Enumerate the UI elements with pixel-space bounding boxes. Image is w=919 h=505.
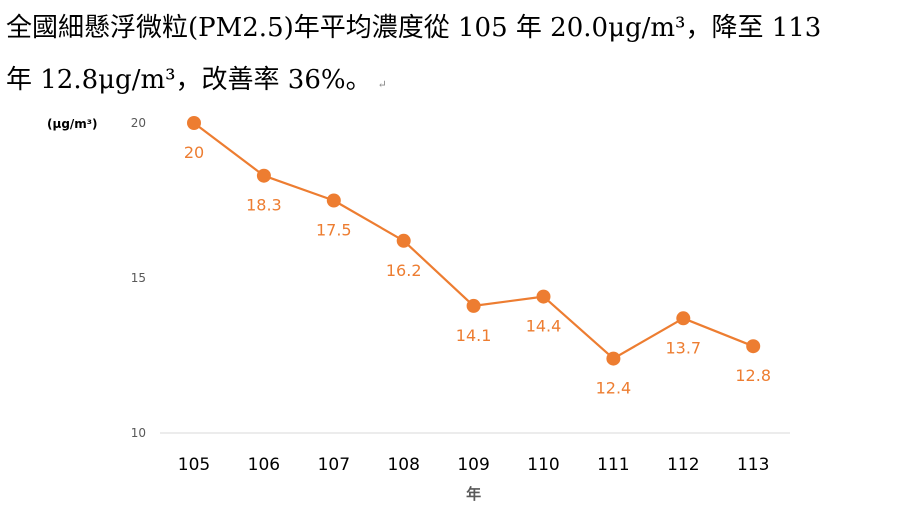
data-label: 12.8 xyxy=(735,366,771,385)
x-axis-title: 年 xyxy=(466,485,481,503)
caption-line-2: 年 12.8μg/m³，改善率 36%。 ↵ xyxy=(6,54,916,111)
data-label: 16.2 xyxy=(386,261,422,280)
data-label: 20 xyxy=(184,143,204,162)
data-point xyxy=(187,116,201,130)
data-point xyxy=(466,298,481,313)
y-unit-label: (μg/m³) xyxy=(47,117,98,131)
caption-line-1: 全國細懸浮微粒(PM2.5)年平均濃度從 105 年 20.0μg/m³，降至 … xyxy=(6,13,822,43)
data-point xyxy=(676,311,691,326)
y-tick-label: 15 xyxy=(131,271,146,285)
x-tick-label: 106 xyxy=(248,455,280,475)
data-point xyxy=(746,339,761,354)
data-label: 14.1 xyxy=(456,326,492,345)
x-tick-label: 111 xyxy=(597,455,629,475)
data-label: 12.4 xyxy=(596,379,632,398)
data-point xyxy=(326,193,341,208)
paragraph-return-icon: ↵ xyxy=(377,78,387,91)
data-point xyxy=(606,351,621,366)
data-label: 17.5 xyxy=(316,221,352,240)
x-tick-label: 107 xyxy=(318,455,350,475)
data-label: 13.7 xyxy=(665,338,701,357)
data-label: 14.4 xyxy=(526,317,562,336)
y-tick-label: 10 xyxy=(131,426,146,440)
caption: 全國細懸浮微粒(PM2.5)年平均濃度從 105 年 20.0μg/m³，降至 … xyxy=(6,2,916,111)
x-tick-label: 110 xyxy=(527,455,559,475)
series-line xyxy=(193,122,754,360)
y-tick-label: 20 xyxy=(131,116,146,130)
x-tick-label: 112 xyxy=(667,455,699,475)
x-tick-label: 109 xyxy=(457,455,489,475)
data-label: 18.3 xyxy=(246,196,282,215)
data-point xyxy=(396,233,411,248)
caption-line-2-text: 年 12.8μg/m³，改善率 36%。 xyxy=(6,65,372,95)
x-tick-label: 105 xyxy=(178,455,210,475)
data-point xyxy=(256,168,271,183)
x-tick-label: 108 xyxy=(387,455,419,475)
data-point xyxy=(536,289,551,304)
x-tick-label: 113 xyxy=(737,455,769,475)
